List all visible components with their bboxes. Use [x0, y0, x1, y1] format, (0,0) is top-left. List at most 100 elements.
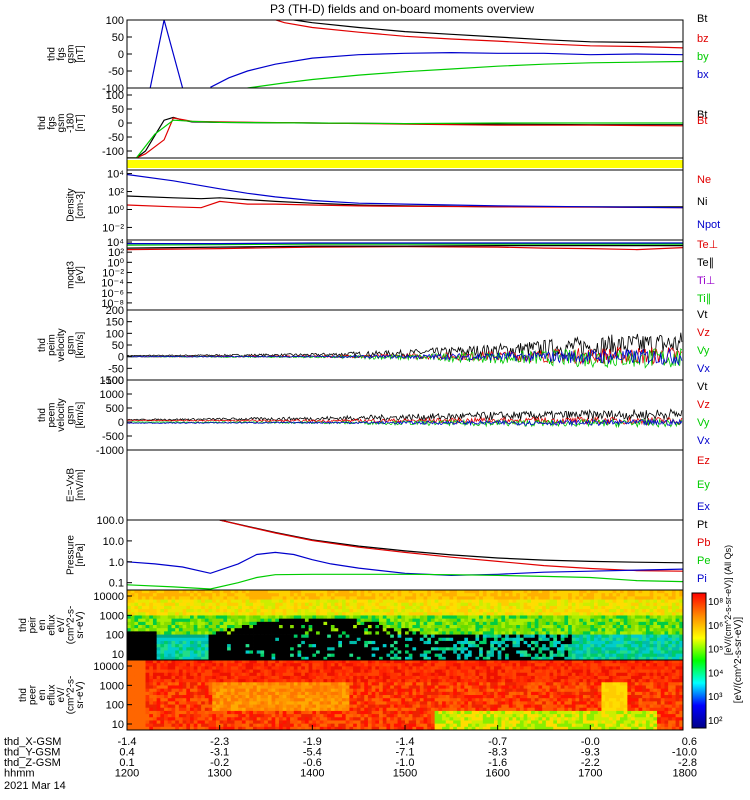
heatmap-cell	[582, 631, 588, 635]
heatmap-cell	[523, 637, 528, 642]
heatmap-cell	[534, 612, 539, 616]
heatmap-cell	[556, 618, 562, 623]
heatmap-cell	[130, 628, 135, 632]
heatmap-cell	[612, 615, 617, 620]
heatmap-cell	[608, 609, 613, 613]
heatmap-cell	[149, 675, 154, 680]
heatmap-cell	[308, 717, 313, 721]
heatmap-cell	[197, 628, 202, 632]
heatmap-cell	[594, 609, 599, 613]
heatmap-cell	[204, 605, 209, 610]
heatmap-cell	[367, 644, 373, 648]
heatmap-cell	[293, 669, 298, 674]
heatmap-cell	[330, 710, 335, 715]
heatmap-cell	[245, 599, 250, 604]
heatmap-cell	[356, 625, 361, 629]
heatmap-cell	[430, 612, 436, 616]
heatmap-cell	[308, 675, 313, 680]
heatmap-cell	[660, 656, 665, 660]
heatmap-cell	[182, 631, 187, 635]
heatmap-cell	[560, 656, 565, 660]
heatmap-cell	[330, 599, 335, 604]
heatmap-cell	[338, 653, 343, 658]
heatmap-cell	[590, 640, 595, 645]
series-Bt-line	[289, 20, 683, 44]
heatmap-cell	[152, 685, 158, 690]
heatmap-cell	[493, 599, 499, 604]
heatmap-cell	[642, 605, 647, 610]
heatmap-cell	[141, 640, 146, 645]
heatmap-cell	[367, 631, 373, 635]
heatmap-cell	[660, 644, 665, 648]
heatmap-cell	[234, 710, 239, 715]
heatmap-cell	[260, 723, 265, 728]
heatmap-cell	[160, 660, 165, 664]
heatmap-cell	[634, 621, 639, 626]
heatmap-cell	[152, 695, 158, 699]
heatmap-cell	[316, 707, 321, 712]
heatmap-cell	[627, 650, 632, 655]
heatmap-cell	[134, 609, 139, 613]
heatmap-cell	[627, 628, 632, 632]
heatmap-cell	[349, 612, 354, 616]
heatmap-cell	[178, 647, 183, 651]
heatmap-cell	[675, 644, 680, 648]
heatmap-cell	[493, 628, 499, 632]
heatmap-cell	[286, 615, 291, 620]
heatmap-cell	[642, 637, 647, 642]
heatmap-cell	[264, 704, 269, 709]
heatmap-cell	[275, 602, 280, 607]
heatmap-cell	[223, 701, 228, 705]
heatmap-cell	[271, 717, 276, 721]
heatmap-cell	[645, 647, 651, 651]
heatmap-cell	[160, 640, 165, 645]
heatmap-cell	[316, 717, 321, 721]
noise-black-line	[127, 332, 683, 358]
heatmap-cell	[297, 714, 302, 718]
heatmap-cell	[349, 628, 354, 632]
heatmap-cell	[212, 596, 217, 600]
heatmap-cell	[190, 590, 195, 594]
heatmap-cell	[412, 602, 417, 607]
heatmap-cell	[571, 599, 576, 604]
heatmap-cell	[479, 634, 484, 639]
heatmap-cell	[564, 640, 569, 645]
heatmap-cell	[190, 631, 195, 635]
legend-Vy: Vy	[697, 345, 710, 357]
heatmap-cell	[238, 596, 243, 600]
heatmap-cell	[171, 660, 176, 664]
heatmap-cell	[668, 656, 673, 660]
heatmap-cell	[619, 599, 625, 604]
heatmap-cell	[290, 672, 295, 677]
heatmap-cell	[371, 605, 376, 610]
heatmap-cell	[212, 714, 217, 718]
heatmap-cell	[612, 599, 617, 604]
heatmap-cell	[367, 650, 373, 655]
heatmap-cell	[249, 647, 254, 651]
heatmap-cell	[327, 714, 332, 718]
heatmap-cell	[527, 634, 532, 639]
heatmap-cell	[371, 612, 376, 616]
heatmap-cell	[423, 637, 428, 642]
heatmap-cell	[327, 720, 332, 725]
y-tick-label: 50	[112, 104, 124, 116]
noise-blue-line	[127, 418, 683, 427]
heatmap-cell	[345, 625, 350, 629]
heatmap-cell	[130, 596, 135, 600]
heatmap-cell	[271, 669, 276, 674]
heatmap-cell	[397, 596, 402, 600]
heatmap-cell	[271, 691, 276, 696]
heatmap-cell	[653, 628, 658, 632]
heatmap-cell	[323, 647, 328, 651]
heatmap-cell	[408, 590, 413, 594]
heatmap-cell	[156, 723, 161, 728]
heatmap-cell	[508, 625, 513, 629]
heatmap-cell	[130, 672, 135, 677]
heatmap-cell	[223, 602, 228, 607]
heatmap-cell	[149, 691, 154, 696]
heatmap-cell	[360, 605, 365, 610]
heatmap-cell	[534, 650, 539, 655]
heatmap-cell	[164, 596, 169, 600]
heatmap-cell	[256, 666, 261, 670]
heatmap-cell	[649, 612, 654, 616]
